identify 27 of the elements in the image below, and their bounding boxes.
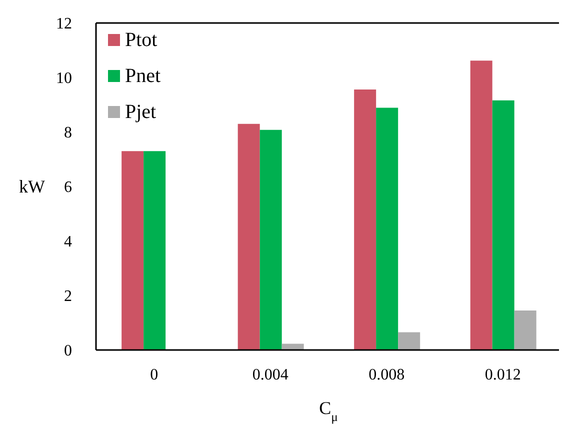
bar xyxy=(514,310,536,350)
x-tick-label: 0.012 xyxy=(484,366,521,384)
bar xyxy=(122,151,144,350)
x-tick-label: 0.008 xyxy=(368,366,405,384)
legend-label: Pnet xyxy=(125,64,161,89)
y-tick-label: 10 xyxy=(56,70,72,88)
y-tick-label: 8 xyxy=(64,124,72,142)
bar xyxy=(354,89,376,350)
x-tick-label: 0 xyxy=(150,366,158,384)
bar xyxy=(470,60,492,350)
x-axis-title: C$_{μ}$ xyxy=(319,398,338,424)
y-tick-label: 12 xyxy=(56,16,72,33)
bar xyxy=(144,151,166,350)
bar xyxy=(376,108,398,350)
legend-label: Pjet xyxy=(125,100,156,125)
bar xyxy=(282,344,304,350)
y-tick-label: 0 xyxy=(64,342,72,360)
y-axis-title: kW xyxy=(19,176,45,196)
bar xyxy=(398,332,420,350)
bar xyxy=(238,124,260,350)
x-tick-label: 0.004 xyxy=(252,366,288,384)
y-tick-label: 2 xyxy=(64,288,72,306)
legend-label: Ptot xyxy=(125,28,158,53)
y-tick-label: 4 xyxy=(64,234,72,251)
bar xyxy=(492,100,514,350)
bar xyxy=(260,130,282,350)
y-tick-label: 6 xyxy=(64,179,72,196)
